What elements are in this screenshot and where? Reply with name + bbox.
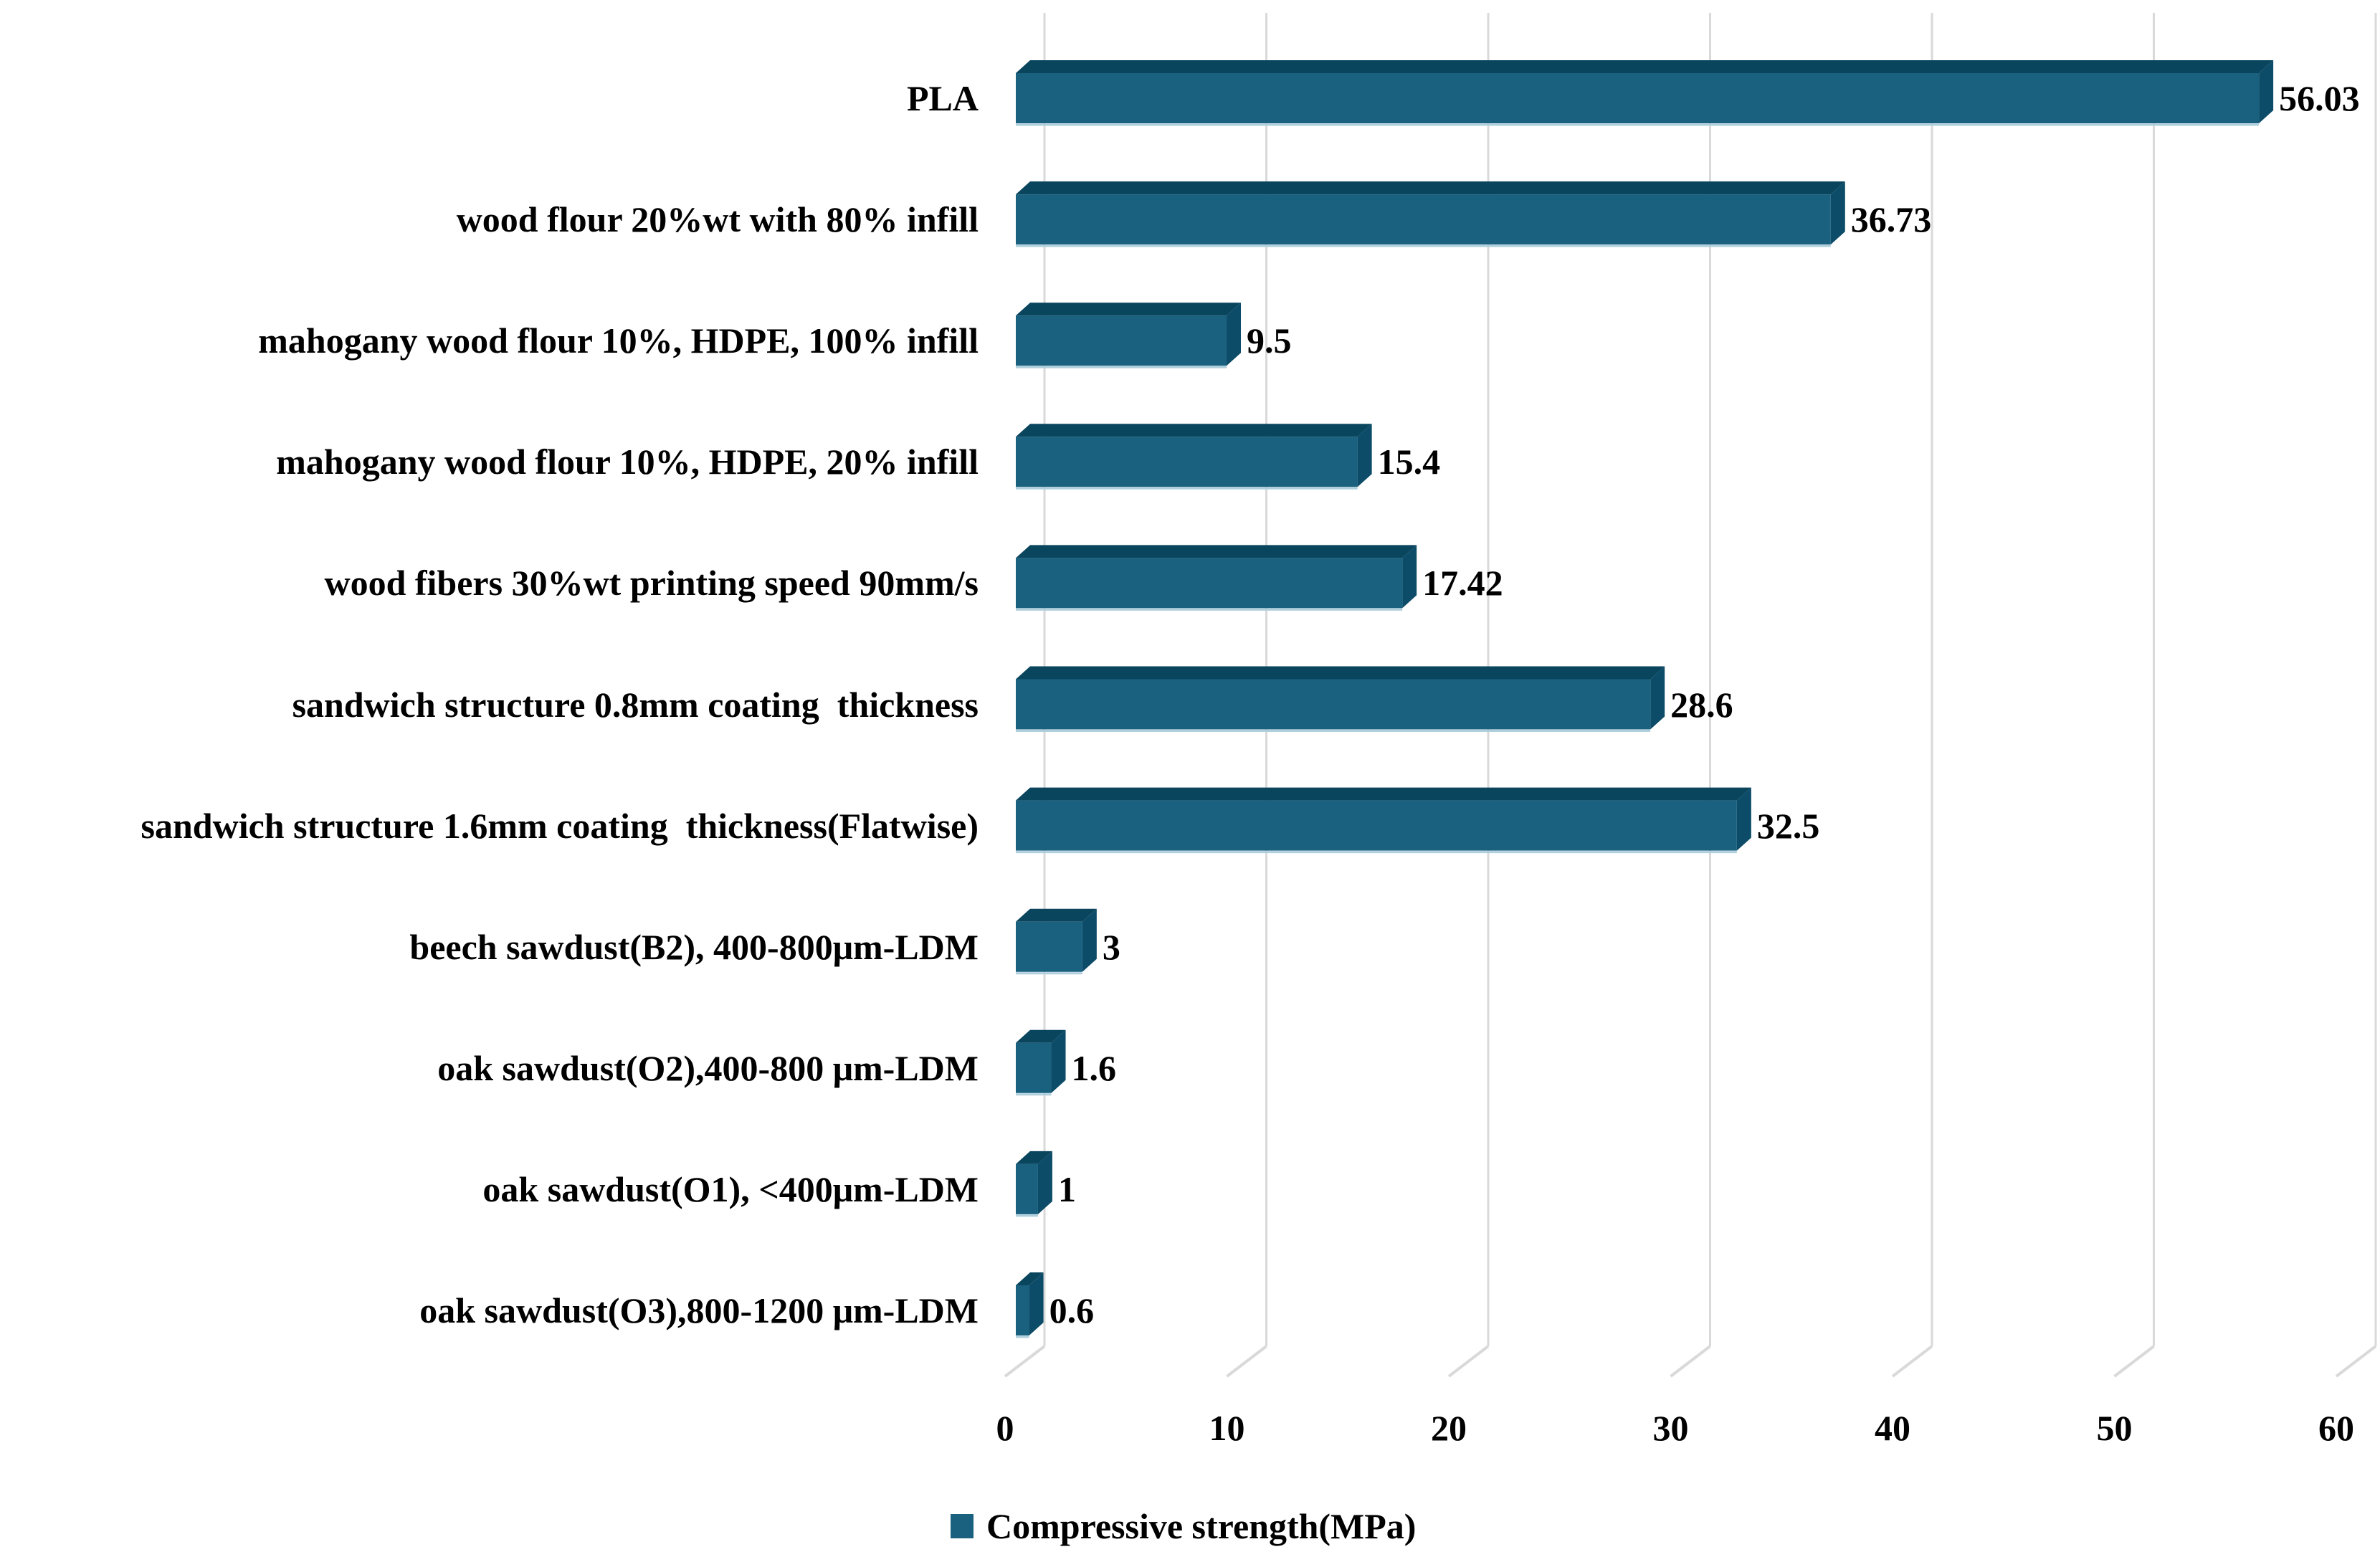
bar-end-face	[1650, 666, 1665, 730]
gridline-foot	[1447, 1345, 1490, 1378]
bar-2	[1016, 303, 1242, 368]
value-label: 15.4	[1377, 442, 1441, 482]
bar-top-face	[1016, 60, 2274, 73]
bar-7	[1016, 908, 1097, 975]
bar-6	[1016, 787, 1751, 854]
bar-4	[1016, 545, 1417, 611]
category-label: oak sawdust(O3),800-1200 μm-LDM	[419, 1290, 979, 1330]
bar-top-face	[1016, 1151, 1052, 1164]
bar-top-face	[1016, 545, 1417, 558]
bar-front-face	[1016, 1042, 1052, 1093]
category-label: sandwich structure 0.8mm coating thickne…	[292, 684, 979, 725]
x-axis-tick-label: 40	[1875, 1408, 1910, 1448]
gridline-foot	[1226, 1345, 1267, 1378]
gridline-foot	[2113, 1345, 2155, 1378]
category-label: PLA	[907, 78, 979, 118]
bar-end-face	[1227, 303, 1242, 366]
bar-front-face	[1016, 437, 1358, 487]
bar-front-face	[1016, 73, 2260, 123]
x-axis-tick-label: 60	[2318, 1408, 2354, 1448]
bar-end-face	[1357, 424, 1372, 487]
bar-front-face	[1016, 1163, 1038, 1214]
bar-end-face	[1830, 181, 1845, 245]
category-label: beech sawdust(B2), 400-800μm-LDM	[409, 926, 979, 967]
value-label: 36.73	[1850, 199, 1932, 240]
value-label: 0.6	[1049, 1290, 1095, 1330]
bar-9	[1016, 1151, 1052, 1217]
value-label: 56.03	[2279, 78, 2360, 118]
bar-end-face	[1029, 1272, 1044, 1335]
category-label: sandwich structure 1.6mm coating thickne…	[141, 805, 979, 846]
bar-front-face	[1016, 921, 1082, 972]
category-label: oak sawdust(O2),400-800 μm-LDM	[437, 1047, 979, 1088]
bar-5	[1016, 666, 1665, 732]
value-label: 1.6	[1071, 1047, 1117, 1088]
legend-swatch	[951, 1514, 974, 1538]
bar-top-face	[1016, 666, 1665, 680]
bar-front-face	[1016, 800, 1737, 851]
bar-end-face	[2259, 60, 2274, 123]
bar-top-face	[1016, 787, 1751, 801]
bar-top-face	[1016, 1029, 1066, 1043]
legend-label: Compressive strength(MPa)	[986, 1506, 1417, 1546]
x-axis-tick-label: 0	[996, 1408, 1014, 1448]
value-label: 17.42	[1422, 563, 1503, 604]
value-label: 28.6	[1670, 684, 1733, 725]
bar-top-face	[1016, 908, 1097, 922]
bar-front-face	[1016, 679, 1651, 730]
x-axis-tick-label: 20	[1431, 1408, 1467, 1448]
bar-front-face	[1016, 194, 1831, 245]
bar-end-face	[1736, 787, 1751, 851]
category-label: mahogany wood flour 10%, HDPE, 100% infi…	[258, 320, 979, 361]
bar-front-face	[1016, 315, 1227, 366]
value-label: 32.5	[1756, 805, 1820, 846]
category-label: oak sawdust(O1), <400μm-LDM	[482, 1168, 979, 1209]
gridline-foot	[1670, 1345, 1711, 1378]
bar-end-face	[1082, 908, 1097, 972]
bar-top-face	[1016, 1272, 1044, 1285]
gridline-foot	[1891, 1345, 1933, 1378]
bar-1	[1016, 181, 1845, 247]
category-label: wood flour 20%wt with 80% infill	[456, 199, 979, 240]
bar-top-face	[1016, 303, 1242, 316]
bar-end-face	[1051, 1029, 1066, 1093]
category-label: wood fibers 30%wt printing speed 90mm/s	[324, 563, 979, 604]
value-label: 1	[1057, 1168, 1076, 1209]
bar-10	[1016, 1272, 1044, 1338]
x-axis-tick-label: 10	[1209, 1408, 1245, 1448]
x-axis-tick-label: 30	[1652, 1408, 1689, 1448]
value-label: 3	[1102, 926, 1120, 967]
bar-end-face	[1037, 1151, 1052, 1214]
bar-3	[1016, 424, 1372, 490]
gridline-foot	[2335, 1345, 2377, 1378]
x-axis-tick-label: 50	[2096, 1408, 2133, 1448]
bar-top-face	[1016, 424, 1372, 437]
value-label: 9.5	[1247, 320, 1292, 361]
bar-front-face	[1016, 558, 1403, 609]
bar-8	[1016, 1029, 1066, 1096]
bar-front-face	[1016, 1285, 1029, 1335]
category-label: mahogany wood flour 10%, HDPE, 20% infil…	[276, 442, 979, 482]
gridline-foot	[1004, 1345, 1046, 1378]
legend: Compressive strength(MPa)	[951, 1508, 1416, 1544]
bar-end-face	[1402, 545, 1417, 609]
bar-top-face	[1016, 181, 1845, 195]
bar-0	[1016, 60, 2274, 126]
